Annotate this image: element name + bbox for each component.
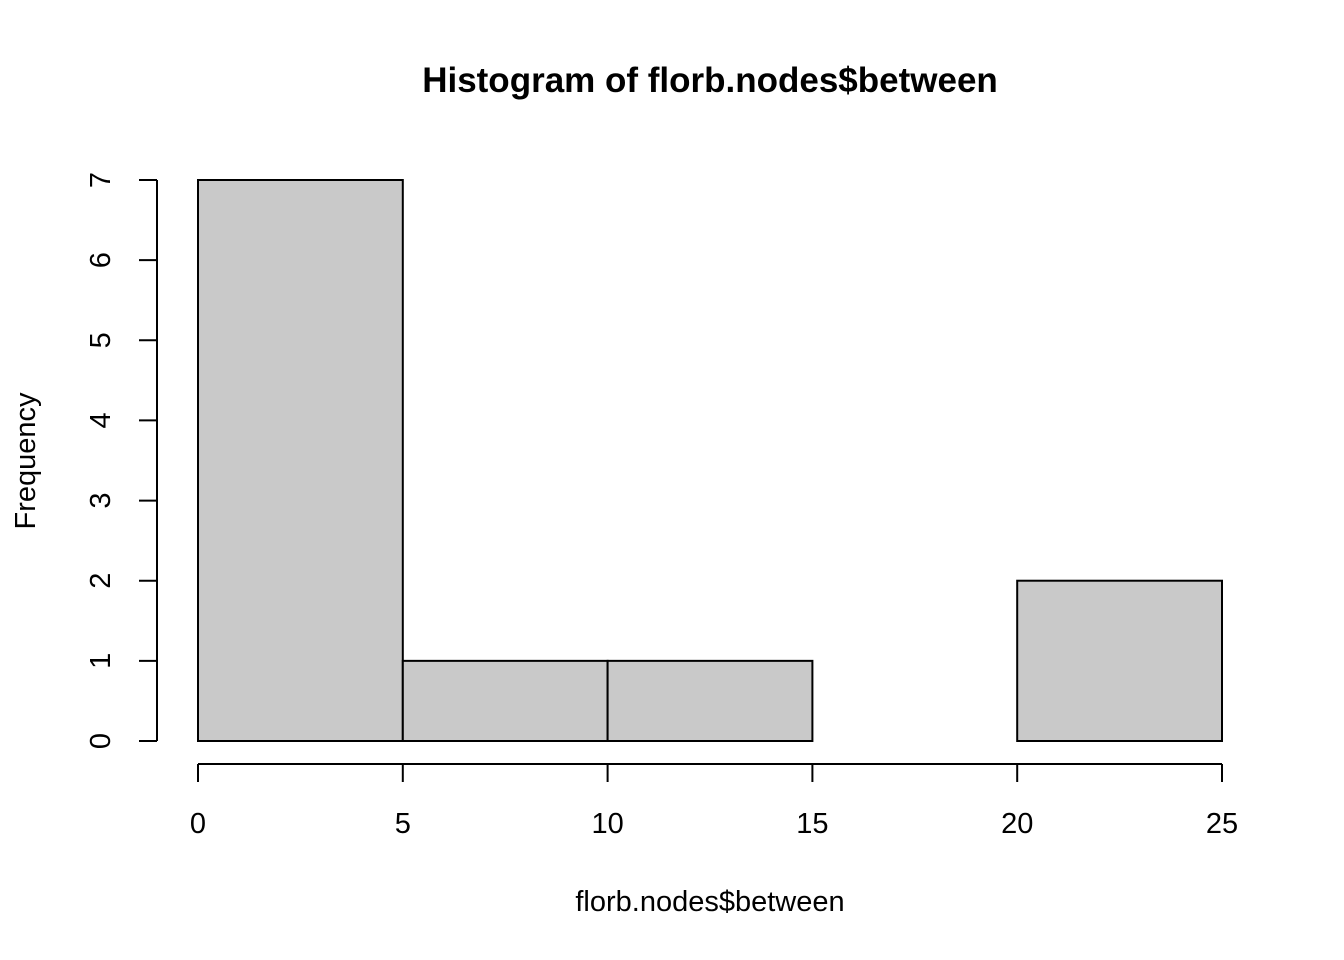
histogram-bars [197,179,1224,743]
histogram-bar-4 [1016,579,1224,743]
x-tick-label: 5 [395,808,411,840]
y-tick-label: 5 [85,332,117,348]
y-tick-label: 7 [85,172,117,188]
y-tick-label: 2 [85,573,117,589]
y-tick-label: 4 [85,412,117,428]
histogram-bar-1 [401,659,609,742]
x-tick-label: 10 [591,808,623,840]
y-axis: 0 1 2 3 4 5 6 7 [85,172,158,749]
x-tick-label: 20 [1001,808,1033,840]
x-axis-label: florb.nodes$between [575,886,844,918]
x-tick-label: 15 [796,808,828,840]
y-axis-label: Frequency [10,392,42,530]
x-tick-label: 25 [1206,808,1238,840]
y-tick-label: 0 [85,733,117,749]
y-tick-label: 6 [85,252,117,268]
histogram-bar-2 [606,659,814,742]
y-tick-label: 1 [85,653,117,669]
x-tick-label: 0 [190,808,206,840]
y-tick-label: 3 [85,493,117,509]
x-axis: 0 5 10 15 20 25 [190,763,1238,840]
chart-title: Histogram of florb.nodes$between [422,61,998,100]
histogram-bar-0 [197,179,404,742]
